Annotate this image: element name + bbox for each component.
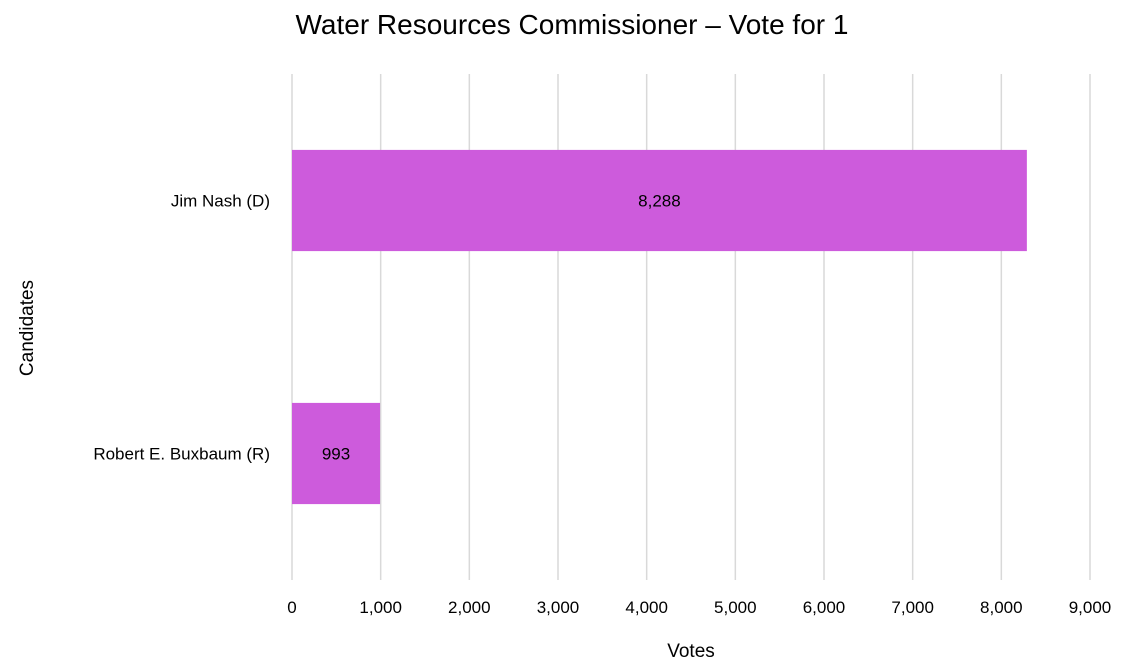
x-tick-label: 8,000 <box>980 598 1023 617</box>
x-tick-label: 5,000 <box>714 598 757 617</box>
x-tick-label: 7,000 <box>891 598 934 617</box>
x-tick-label: 9,000 <box>1069 598 1112 617</box>
x-tick-label: 3,000 <box>537 598 580 617</box>
data-label: 993 <box>322 445 350 464</box>
data-labels: 8,288 993 <box>322 192 681 464</box>
y-axis-categories: Jim Nash (D) Robert E. Buxbaum (R) <box>93 192 270 464</box>
x-tick-label: 2,000 <box>448 598 491 617</box>
x-tick-label: 4,000 <box>625 598 668 617</box>
chart-title: Water Resources Commissioner – Vote for … <box>296 9 849 40</box>
x-tick-label: 1,000 <box>359 598 402 617</box>
category-label: Robert E. Buxbaum (R) <box>93 445 270 464</box>
x-axis-title: Votes <box>667 641 715 662</box>
x-axis-ticks: 0 1,000 2,000 3,000 4,000 5,000 6,000 7,000 8,00… <box>287 598 1111 617</box>
x-tick-label: 0 <box>287 598 296 617</box>
data-label: 8,288 <box>638 192 681 211</box>
category-label: Jim Nash (D) <box>171 192 270 211</box>
bar <box>292 402 381 505</box>
y-axis-title: Candidates <box>17 280 38 376</box>
bar <box>292 149 1027 252</box>
x-tick-label: 6,000 <box>803 598 846 617</box>
bars <box>292 149 1027 505</box>
